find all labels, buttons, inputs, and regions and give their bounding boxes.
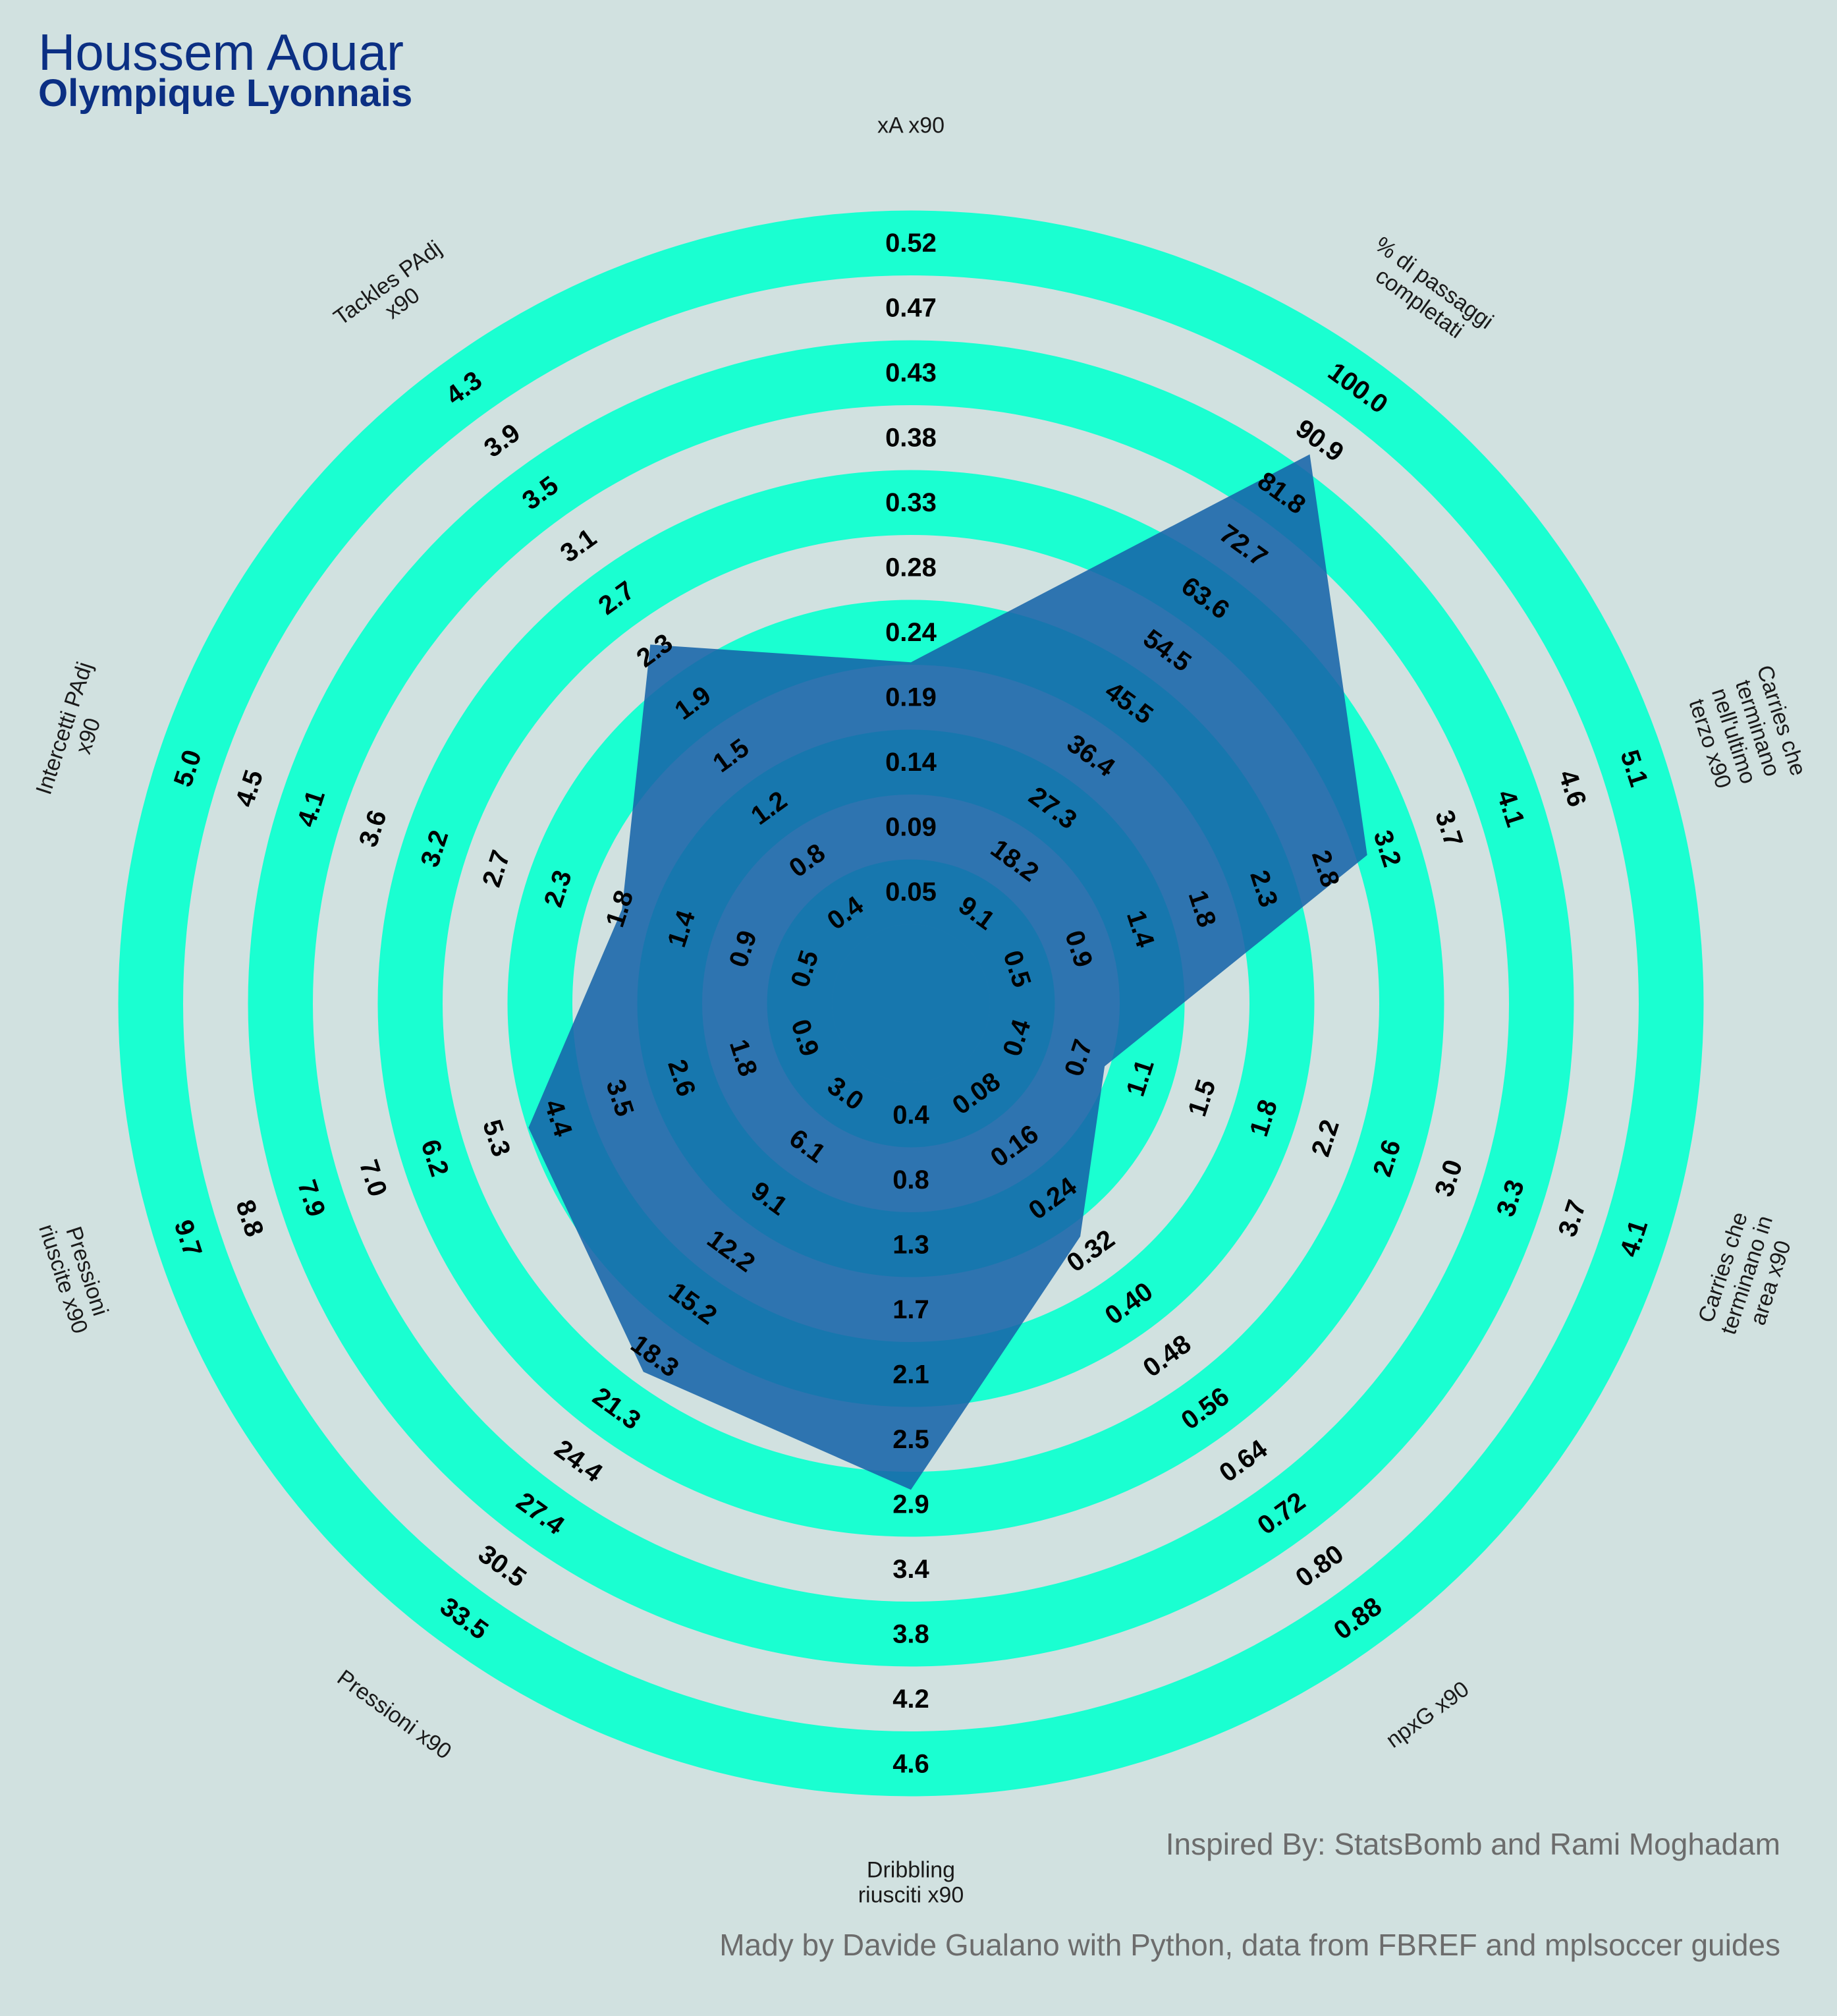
ring-value-label: 4.2 xyxy=(892,1685,929,1714)
parameter-label: npxG x90 xyxy=(1381,1676,1473,1752)
credit-made-by: Mady by Davide Gualano with Python, data… xyxy=(719,1928,1780,1962)
player-value-polygon xyxy=(528,454,1367,1490)
ring-value-label: 3.8 xyxy=(892,1619,929,1648)
ring-value-label: 0.52 xyxy=(885,229,937,258)
ring-value-label: 0.33 xyxy=(885,488,937,517)
ring-value-label: 0.09 xyxy=(885,812,937,841)
ring-value-label: 2.5 xyxy=(892,1425,929,1454)
parameter-label: Dribbling riusciti x90 xyxy=(858,1858,964,1908)
ring-value-label: 0.43 xyxy=(885,358,937,387)
parameter-label: % di passaggicompletati xyxy=(1356,232,1498,354)
ring-value-label: 0.8 xyxy=(892,1165,929,1194)
ring-value-label: 0.38 xyxy=(885,423,937,452)
parameter-label: Intercetti PAdjx90 xyxy=(31,659,121,805)
parameter-label: Carries cheterminanonell'ultimoterzo x90 xyxy=(1680,662,1811,802)
credit-inspired: Inspired By: StatsBomb and Rami Moghadam xyxy=(1165,1827,1780,1861)
ring-value-label: 0.4 xyxy=(892,1100,929,1129)
club-subtitle: Olympique Lyonnais xyxy=(38,72,413,115)
ring-value-label: 2.9 xyxy=(892,1490,929,1519)
ring-value-label: 0.19 xyxy=(885,683,937,712)
ring-value-label: 0.05 xyxy=(885,878,937,907)
ring-value-label: 1.3 xyxy=(892,1230,929,1259)
parameter-label: xA x90 xyxy=(877,113,945,138)
parameter-label: Carries cheterminano inarea x90 xyxy=(1692,1205,1801,1345)
ring-value-label: 3.4 xyxy=(892,1555,929,1584)
parameter-label: Tackles PAdjx90 xyxy=(329,236,461,350)
parameter-label: Pressioni x90 xyxy=(333,1665,456,1764)
ring-value-label: 0.47 xyxy=(885,293,937,322)
ring-value-label: 0.28 xyxy=(885,553,937,582)
ring-value-label: 0.24 xyxy=(885,618,937,647)
player-name-title: Houssem Aouar xyxy=(38,23,404,81)
ring-value-label: 1.7 xyxy=(892,1295,929,1324)
ring-value-label: 0.14 xyxy=(885,748,937,777)
parameter-label: Pressioniriuscite x90 xyxy=(34,1214,116,1337)
ring-value-label: 2.1 xyxy=(892,1360,929,1389)
ring-value-label: 4.6 xyxy=(892,1749,929,1778)
